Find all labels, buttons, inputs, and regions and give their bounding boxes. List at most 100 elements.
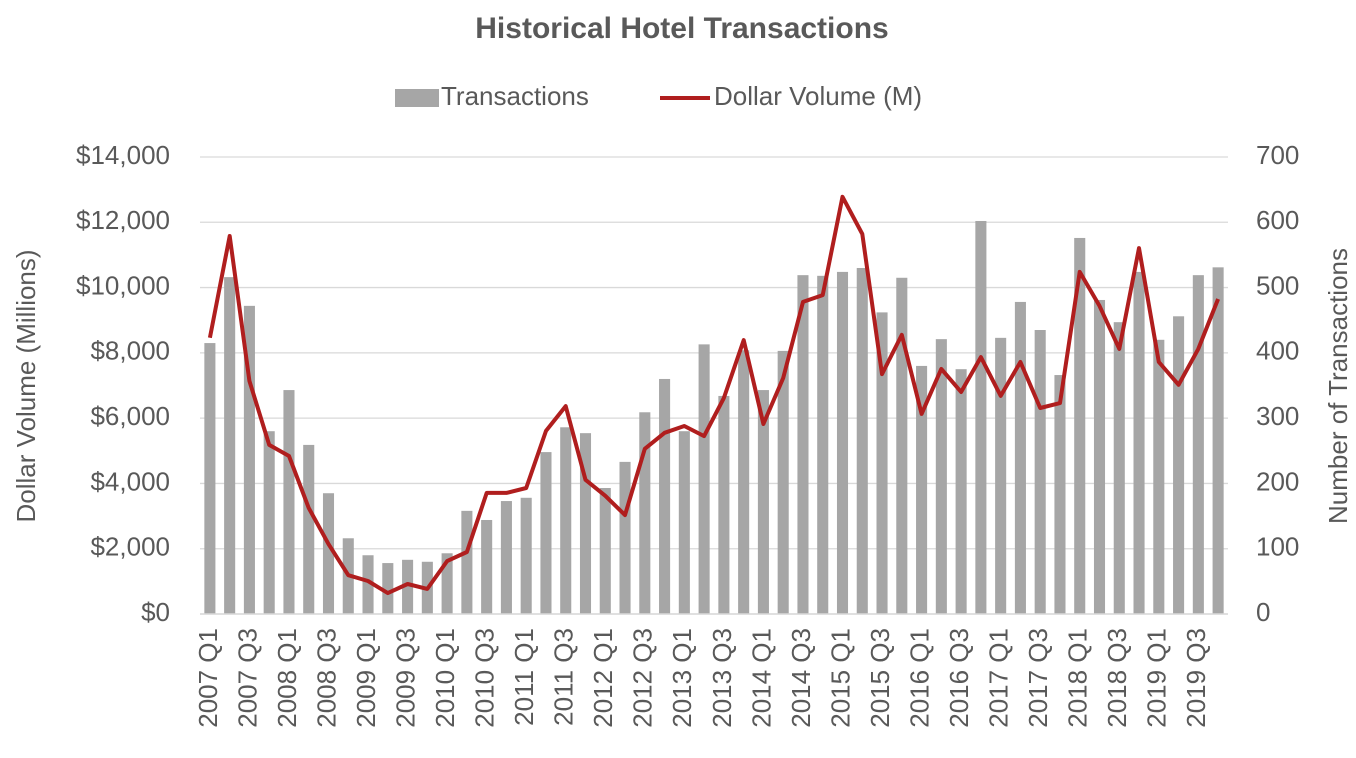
bar (1153, 339, 1165, 614)
bar (579, 433, 592, 614)
bar (1093, 299, 1106, 614)
x-tick-label: 2018 Q3 (1102, 628, 1132, 728)
y2-tick-label: 0 (1256, 597, 1270, 627)
legend-swatch (395, 89, 439, 107)
chart-title: Historical Hotel Transactions (475, 12, 888, 45)
bar (322, 493, 335, 614)
y2-tick-label: 200 (1256, 466, 1299, 496)
bar (975, 220, 987, 615)
bar (560, 427, 572, 614)
x-tick-label: 2010 Q3 (470, 628, 500, 728)
bar (1034, 330, 1046, 614)
x-tick-label: 2007 Q3 (232, 628, 262, 728)
bar (777, 350, 789, 614)
bar (1192, 275, 1204, 614)
bar (836, 271, 849, 614)
x-tick-label: 2014 Q3 (786, 628, 816, 728)
bar (916, 365, 928, 614)
bar (698, 344, 710, 614)
y2-tick-label: 400 (1256, 336, 1299, 366)
y-tick-label: $12,000 (76, 205, 170, 235)
bar (856, 267, 868, 614)
bar (876, 312, 888, 614)
bar (619, 461, 631, 614)
bar (303, 444, 315, 614)
bar (896, 277, 908, 614)
bar (204, 343, 216, 614)
bar (461, 510, 473, 614)
x-tick-label: 2017 Q1 (984, 628, 1014, 728)
bar (1054, 375, 1066, 614)
x-tick-label: 2015 Q3 (865, 628, 895, 728)
legend-label: Dollar Volume (M) (714, 81, 922, 111)
bar (935, 339, 947, 614)
x-tick-label: 2007 Q1 (193, 628, 223, 728)
bar (540, 452, 552, 614)
x-tick-label: 2008 Q3 (311, 628, 341, 728)
bar (738, 350, 750, 614)
x-tick-label: 2017 Q3 (1023, 628, 1053, 728)
bar (817, 275, 829, 614)
y2-tick-label: 700 (1256, 140, 1299, 170)
x-tick-label: 2009 Q3 (390, 628, 420, 728)
bar (481, 519, 493, 614)
y2-axis-title: Number of Transactions (1323, 248, 1353, 524)
legend-label: Transactions (441, 81, 589, 111)
bar (1133, 271, 1145, 614)
bar (1212, 267, 1224, 614)
y2-tick-label: 100 (1256, 532, 1299, 562)
x-tick-label: 2015 Q1 (825, 628, 855, 728)
y2-tick-label: 600 (1256, 205, 1299, 235)
line-series (207, 194, 1220, 596)
bar (1074, 237, 1086, 614)
bar (263, 431, 275, 614)
x-tick-label: 2014 Q1 (746, 628, 776, 728)
x-tick-label: 2019 Q1 (1142, 628, 1172, 728)
x-tick-label: 2013 Q3 (707, 628, 737, 728)
x-tick-label: 2011 Q1 (509, 628, 539, 726)
y-tick-label: $8,000 (90, 336, 170, 366)
bar (283, 390, 295, 614)
y-tick-label: $2,000 (90, 532, 170, 562)
bar (382, 563, 394, 614)
bar (402, 559, 414, 614)
y-tick-label: $14,000 (76, 140, 170, 170)
bar (1113, 322, 1125, 614)
bar (995, 337, 1007, 614)
y2-tick-label: 500 (1256, 270, 1299, 300)
bar (718, 395, 730, 614)
y-axis-title: Dollar Volume (Millions) (11, 249, 41, 522)
x-tick-label: 2012 Q3 (628, 628, 658, 728)
bar (955, 369, 967, 614)
x-tick-label: 2008 Q1 (272, 628, 302, 728)
bar (797, 275, 809, 614)
y-tick-label: $10,000 (76, 270, 170, 300)
y-tick-label: $6,000 (90, 401, 170, 431)
y-tick-label: $4,000 (90, 466, 170, 496)
bar (441, 553, 453, 614)
bar (520, 497, 532, 614)
bar (757, 390, 769, 614)
bar (599, 487, 611, 614)
bar (1014, 301, 1026, 614)
x-tick-label: 2010 Q1 (430, 628, 460, 728)
bar (678, 431, 690, 614)
x-tick-label: 2016 Q3 (944, 628, 974, 728)
y2-tick-label: 300 (1256, 401, 1299, 431)
bar (362, 555, 374, 614)
bar (639, 412, 651, 614)
legend: Transactions Dollar Volume (M) (395, 81, 922, 111)
bar (243, 305, 255, 614)
x-tick-label: 2012 Q1 (588, 628, 618, 728)
bar (1173, 316, 1185, 614)
bar (224, 277, 236, 614)
y-tick-label: $0 (141, 597, 170, 627)
bar (500, 501, 512, 614)
bar (659, 378, 671, 614)
x-tick-label: 2013 Q1 (667, 628, 697, 728)
x-tick-label: 2009 Q1 (351, 628, 381, 728)
x-tick-label: 2011 Q3 (549, 628, 579, 726)
x-tick-label: 2019 Q3 (1181, 628, 1211, 728)
x-tick-label: 2016 Q1 (904, 628, 934, 728)
